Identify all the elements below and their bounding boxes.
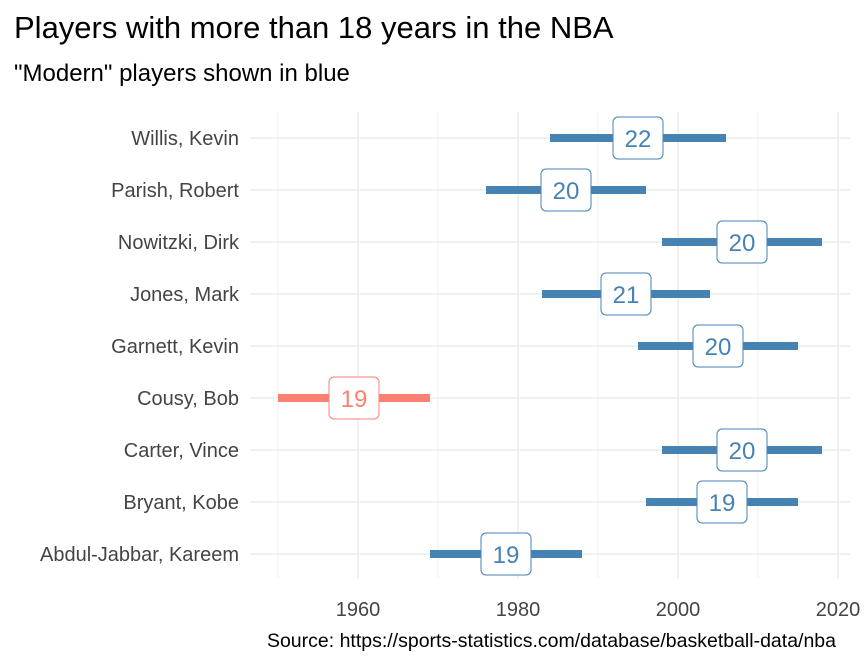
y-tick-label: Abdul-Jabbar, Kareem [40,544,239,566]
x-tick-label: 2020 [816,599,861,621]
years-label: 20 [729,438,756,465]
years-label-box [696,480,748,524]
years-label-box [540,168,592,212]
source-caption: Source: https://sports-statistics.com/da… [266,630,836,652]
y-tick-label: Garnett, Kevin [111,336,239,358]
years-label: 20 [705,334,732,361]
years-label: 21 [613,282,640,309]
years-label: 20 [729,230,756,257]
years-label: 22 [625,126,652,153]
chart-title: Players with more than 18 years in the N… [14,10,614,45]
years-label-box [692,324,744,368]
years-label: 19 [341,386,368,413]
y-tick-label: Bryant, Kobe [123,492,239,514]
x-tick-label: 1960 [336,599,381,621]
y-tick-label: Cousy, Bob [137,388,239,410]
y-tick-label: Parish, Robert [111,180,239,202]
y-tick-label: Nowitzki, Dirk [118,232,240,254]
x-tick-label: 2000 [656,599,701,621]
years-label-box [480,532,532,576]
years-label: 20 [553,178,580,205]
y-tick-label: Willis, Kevin [131,128,239,150]
y-tick-label: Carter, Vince [124,440,239,462]
years-label: 19 [709,490,736,517]
years-label-box [328,376,380,420]
years-label-box [612,116,664,160]
years-label-box [716,428,768,472]
years-label: 19 [493,542,520,569]
y-tick-label: Jones, Mark [130,284,240,306]
years-label-box [716,220,768,264]
chart-subtitle: "Modern" players shown in blue [14,60,350,87]
x-tick-label: 1980 [496,599,541,621]
years-label-box [600,272,652,316]
